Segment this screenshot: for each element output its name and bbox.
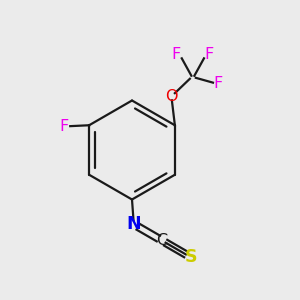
Text: F: F [205,47,214,62]
Text: F: F [172,47,181,62]
Text: O: O [166,89,178,104]
Text: F: F [214,76,223,91]
Text: C: C [156,233,168,248]
Text: N: N [126,215,141,233]
Text: S: S [184,248,197,266]
Text: F: F [59,119,68,134]
